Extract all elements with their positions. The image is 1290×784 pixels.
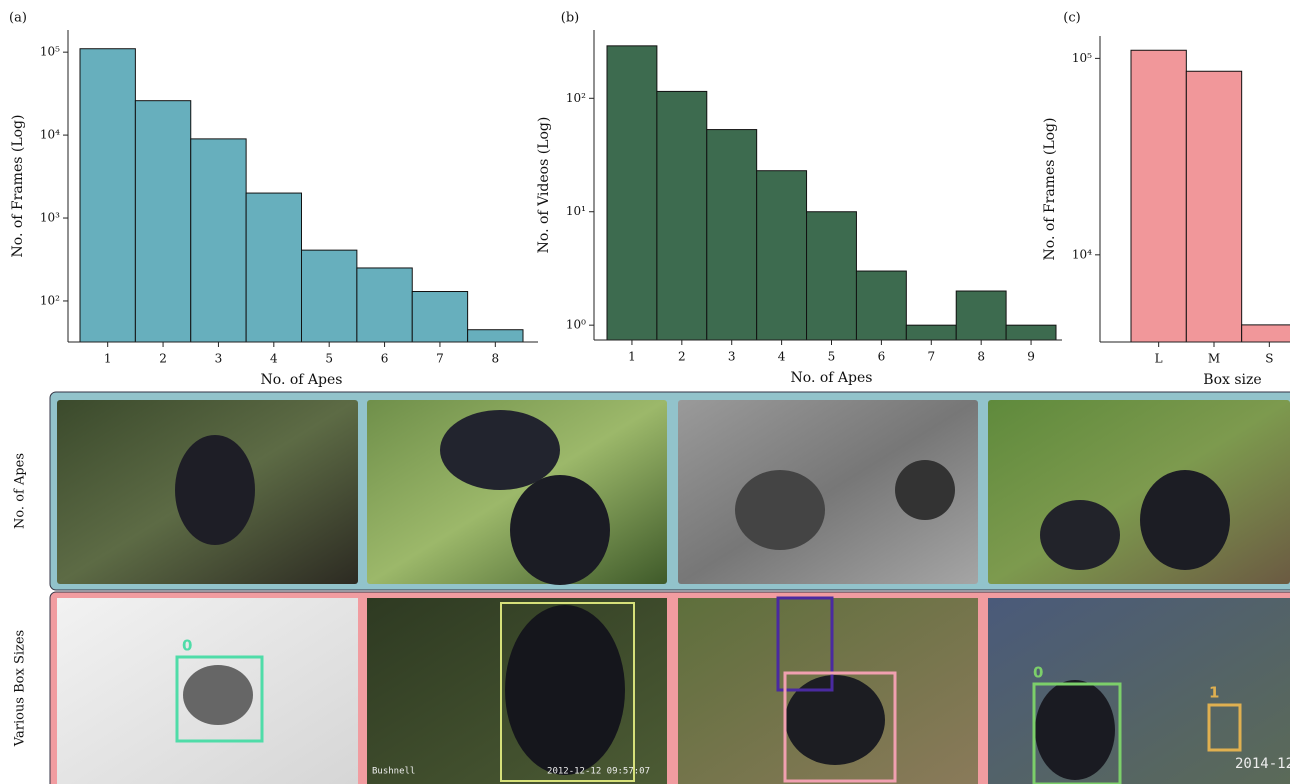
x-tick-label: 4 (778, 350, 786, 364)
y-tick-label: 10³ (40, 211, 60, 225)
y-axis-label: No. of Videos (Log) (536, 117, 552, 254)
bounding-box (776, 596, 834, 692)
bar (1005, 324, 1057, 341)
box-label: 0 (1033, 664, 1043, 682)
ape (735, 470, 825, 550)
bar (245, 192, 302, 343)
ape (510, 475, 610, 585)
x-tick-label: 6 (878, 350, 886, 364)
x-axis-label: Box size (1203, 372, 1261, 388)
bar (411, 291, 469, 343)
photo (988, 598, 1290, 784)
y-axis-label: No. of Frames (Log) (10, 115, 26, 258)
row-label: No. of Apes (13, 453, 28, 529)
bar (806, 211, 857, 341)
x-tick-label: M (1208, 352, 1220, 366)
ape (1040, 500, 1120, 570)
ape (440, 410, 560, 490)
bar (855, 270, 907, 341)
y-axis-label: No. of Frames (Log) (1042, 118, 1058, 261)
x-tick-label: S (1265, 352, 1273, 366)
bar (606, 45, 658, 341)
bar (955, 290, 1007, 341)
photo-stamp: 2012-12-12 09:57:07 (547, 767, 650, 777)
y-tick-label: 10² (566, 91, 586, 105)
x-axis-label: No. of Apes (261, 372, 343, 388)
panel-label: (a) (9, 11, 27, 26)
y-tick-label: 10⁴ (1072, 247, 1092, 261)
x-tick-label: 6 (381, 352, 389, 366)
panel-label: (c) (1063, 11, 1080, 26)
bar (79, 48, 136, 343)
y-tick-label: 10² (40, 293, 60, 307)
box-label: 1 (1209, 684, 1219, 702)
x-tick-label: 5 (828, 350, 836, 364)
x-tick-label: 7 (927, 350, 935, 364)
x-tick-label: 4 (270, 352, 278, 366)
x-axis-label: No. of Apes (791, 370, 873, 386)
bounding-box (783, 671, 897, 783)
panel-label: (b) (561, 11, 579, 26)
bar (356, 267, 413, 343)
x-tick-label: 5 (325, 352, 333, 366)
photo-stamp: Bushnell (372, 767, 415, 777)
bar (301, 249, 358, 343)
ape (785, 675, 885, 765)
y-tick-label: 10⁵ (40, 45, 60, 59)
charts: (a) No. of Frames (Log) No. of Apes 1 2 3 4 5 6 7… (9, 11, 1290, 388)
bounding-box (1207, 703, 1242, 752)
x-tick-label: 2 (159, 352, 167, 366)
bar (134, 100, 192, 343)
bar (1130, 49, 1187, 343)
ape (183, 665, 253, 725)
x-tick-label: 8 (491, 352, 499, 366)
bounding-box (1032, 682, 1122, 784)
row-frame (49, 591, 1290, 784)
photo-stamp: 2014-12 (1235, 756, 1290, 772)
ape (505, 605, 625, 775)
x-tick-label: 9 (1027, 350, 1035, 364)
x-tick-label: 7 (436, 352, 444, 366)
bar (656, 90, 708, 341)
bar (467, 329, 524, 343)
ape (175, 435, 255, 545)
bounding-box (500, 602, 635, 782)
bar (1185, 70, 1243, 343)
ape (895, 460, 955, 520)
x-tick-label: 2 (678, 350, 686, 364)
y-tick-label: 10⁰ (566, 318, 586, 332)
bounding-box (175, 655, 264, 743)
bar (1241, 324, 1290, 343)
bar (905, 324, 957, 341)
bar (190, 138, 247, 343)
box-label: 0 (182, 637, 192, 655)
row-frame (49, 391, 1290, 591)
x-tick-label: 3 (728, 350, 736, 364)
x-tick-label: 1 (104, 352, 112, 366)
x-tick-label: 3 (215, 352, 223, 366)
x-tick-label: L (1155, 352, 1163, 366)
y-tick-label: 10⁵ (1072, 51, 1092, 65)
y-tick-label: 10¹ (566, 204, 586, 218)
bar (706, 129, 758, 341)
ape (1035, 680, 1115, 780)
x-tick-label: 8 (977, 350, 985, 364)
x-tick-label: 1 (628, 350, 636, 364)
y-tick-label: 10⁴ (40, 128, 60, 142)
row-label: Various Box Sizes (13, 630, 28, 747)
photo (988, 400, 1290, 584)
ape (1140, 470, 1230, 570)
bar (756, 170, 808, 341)
